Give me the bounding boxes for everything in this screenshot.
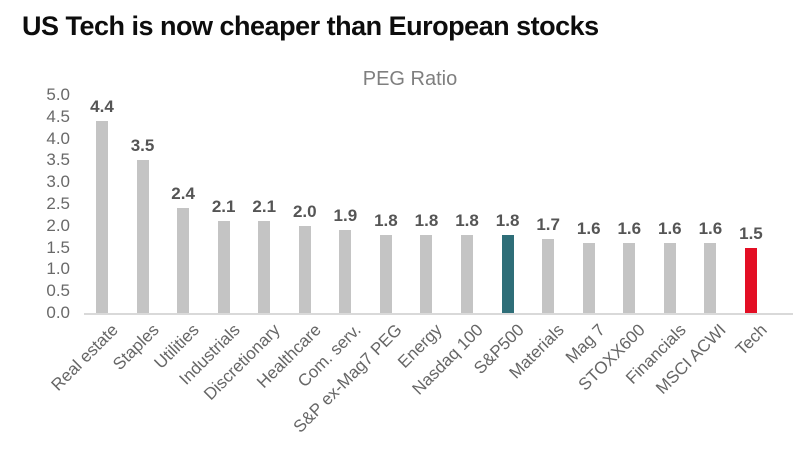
bar-nasdaq-100 (461, 234, 474, 313)
y-axis-tick-label: 3.0 (46, 172, 70, 192)
bar-industrials (217, 221, 230, 313)
y-axis-tick-label: 1.5 (46, 237, 70, 257)
bar-value-label: 4.4 (90, 97, 114, 117)
bar-value-label: 3.5 (130, 136, 155, 156)
bar-value-label: 1.5 (739, 223, 763, 243)
y-axis-tick-label: 2.5 (46, 194, 70, 213)
bar-value-label: 1.9 (333, 206, 358, 226)
bar-value-label: 2.1 (211, 197, 236, 217)
bar-value-label: 1.6 (576, 219, 601, 239)
bar-mag-7 (582, 243, 595, 313)
x-axis-category-label: Tech (731, 320, 771, 360)
chart-title: US Tech is now cheaper than European sto… (22, 11, 599, 41)
bar-energy (420, 234, 433, 313)
bar-s-p-ex-mag7-peg (379, 234, 392, 313)
bar-com-serv- (339, 230, 352, 313)
y-axis-tick-label: 1.0 (46, 259, 70, 279)
bar-msci-acwi (704, 243, 717, 313)
bar-value-label: 2.0 (292, 201, 317, 221)
bar-healthcare (298, 225, 311, 313)
bar-staples (136, 160, 149, 313)
bar-value-label: 1.8 (374, 210, 398, 230)
y-axis-tick-label: 4.5 (46, 106, 70, 126)
y-axis-tick-label: 2.0 (46, 215, 70, 235)
bar-financials (663, 243, 676, 313)
bar-value-label: 1.7 (536, 214, 560, 234)
y-axis-tick-label: 3.5 (46, 150, 70, 170)
y-axis-tick-label: 0.5 (46, 281, 70, 301)
chart-subtitle: PEG Ratio (362, 68, 458, 90)
bar-value-label: 1.6 (658, 219, 682, 239)
bar-value-label: 2.4 (171, 184, 195, 204)
bar-real-estate (96, 121, 108, 313)
bar-value-label: 2.1 (252, 197, 277, 217)
bar-utilities (177, 208, 190, 313)
bar-value-label: 1.8 (495, 210, 520, 230)
x-axis-line (84, 313, 793, 315)
bar-tech (744, 247, 757, 313)
y-axis-tick-label: 5.0 (46, 85, 70, 104)
bar-value-label: 1.6 (617, 219, 642, 239)
bar-value-label: 1.8 (414, 210, 439, 230)
bar-discretionary (258, 221, 271, 313)
bar-value-label: 1.6 (698, 219, 723, 239)
bar-stoxx600 (623, 243, 636, 313)
y-axis-tick-label: 4.0 (46, 128, 70, 148)
y-axis-tick-label: 0.0 (46, 303, 70, 322)
bar-s-p500 (501, 234, 514, 313)
bar-value-label: 1.8 (455, 210, 479, 230)
bar-materials (542, 238, 555, 313)
